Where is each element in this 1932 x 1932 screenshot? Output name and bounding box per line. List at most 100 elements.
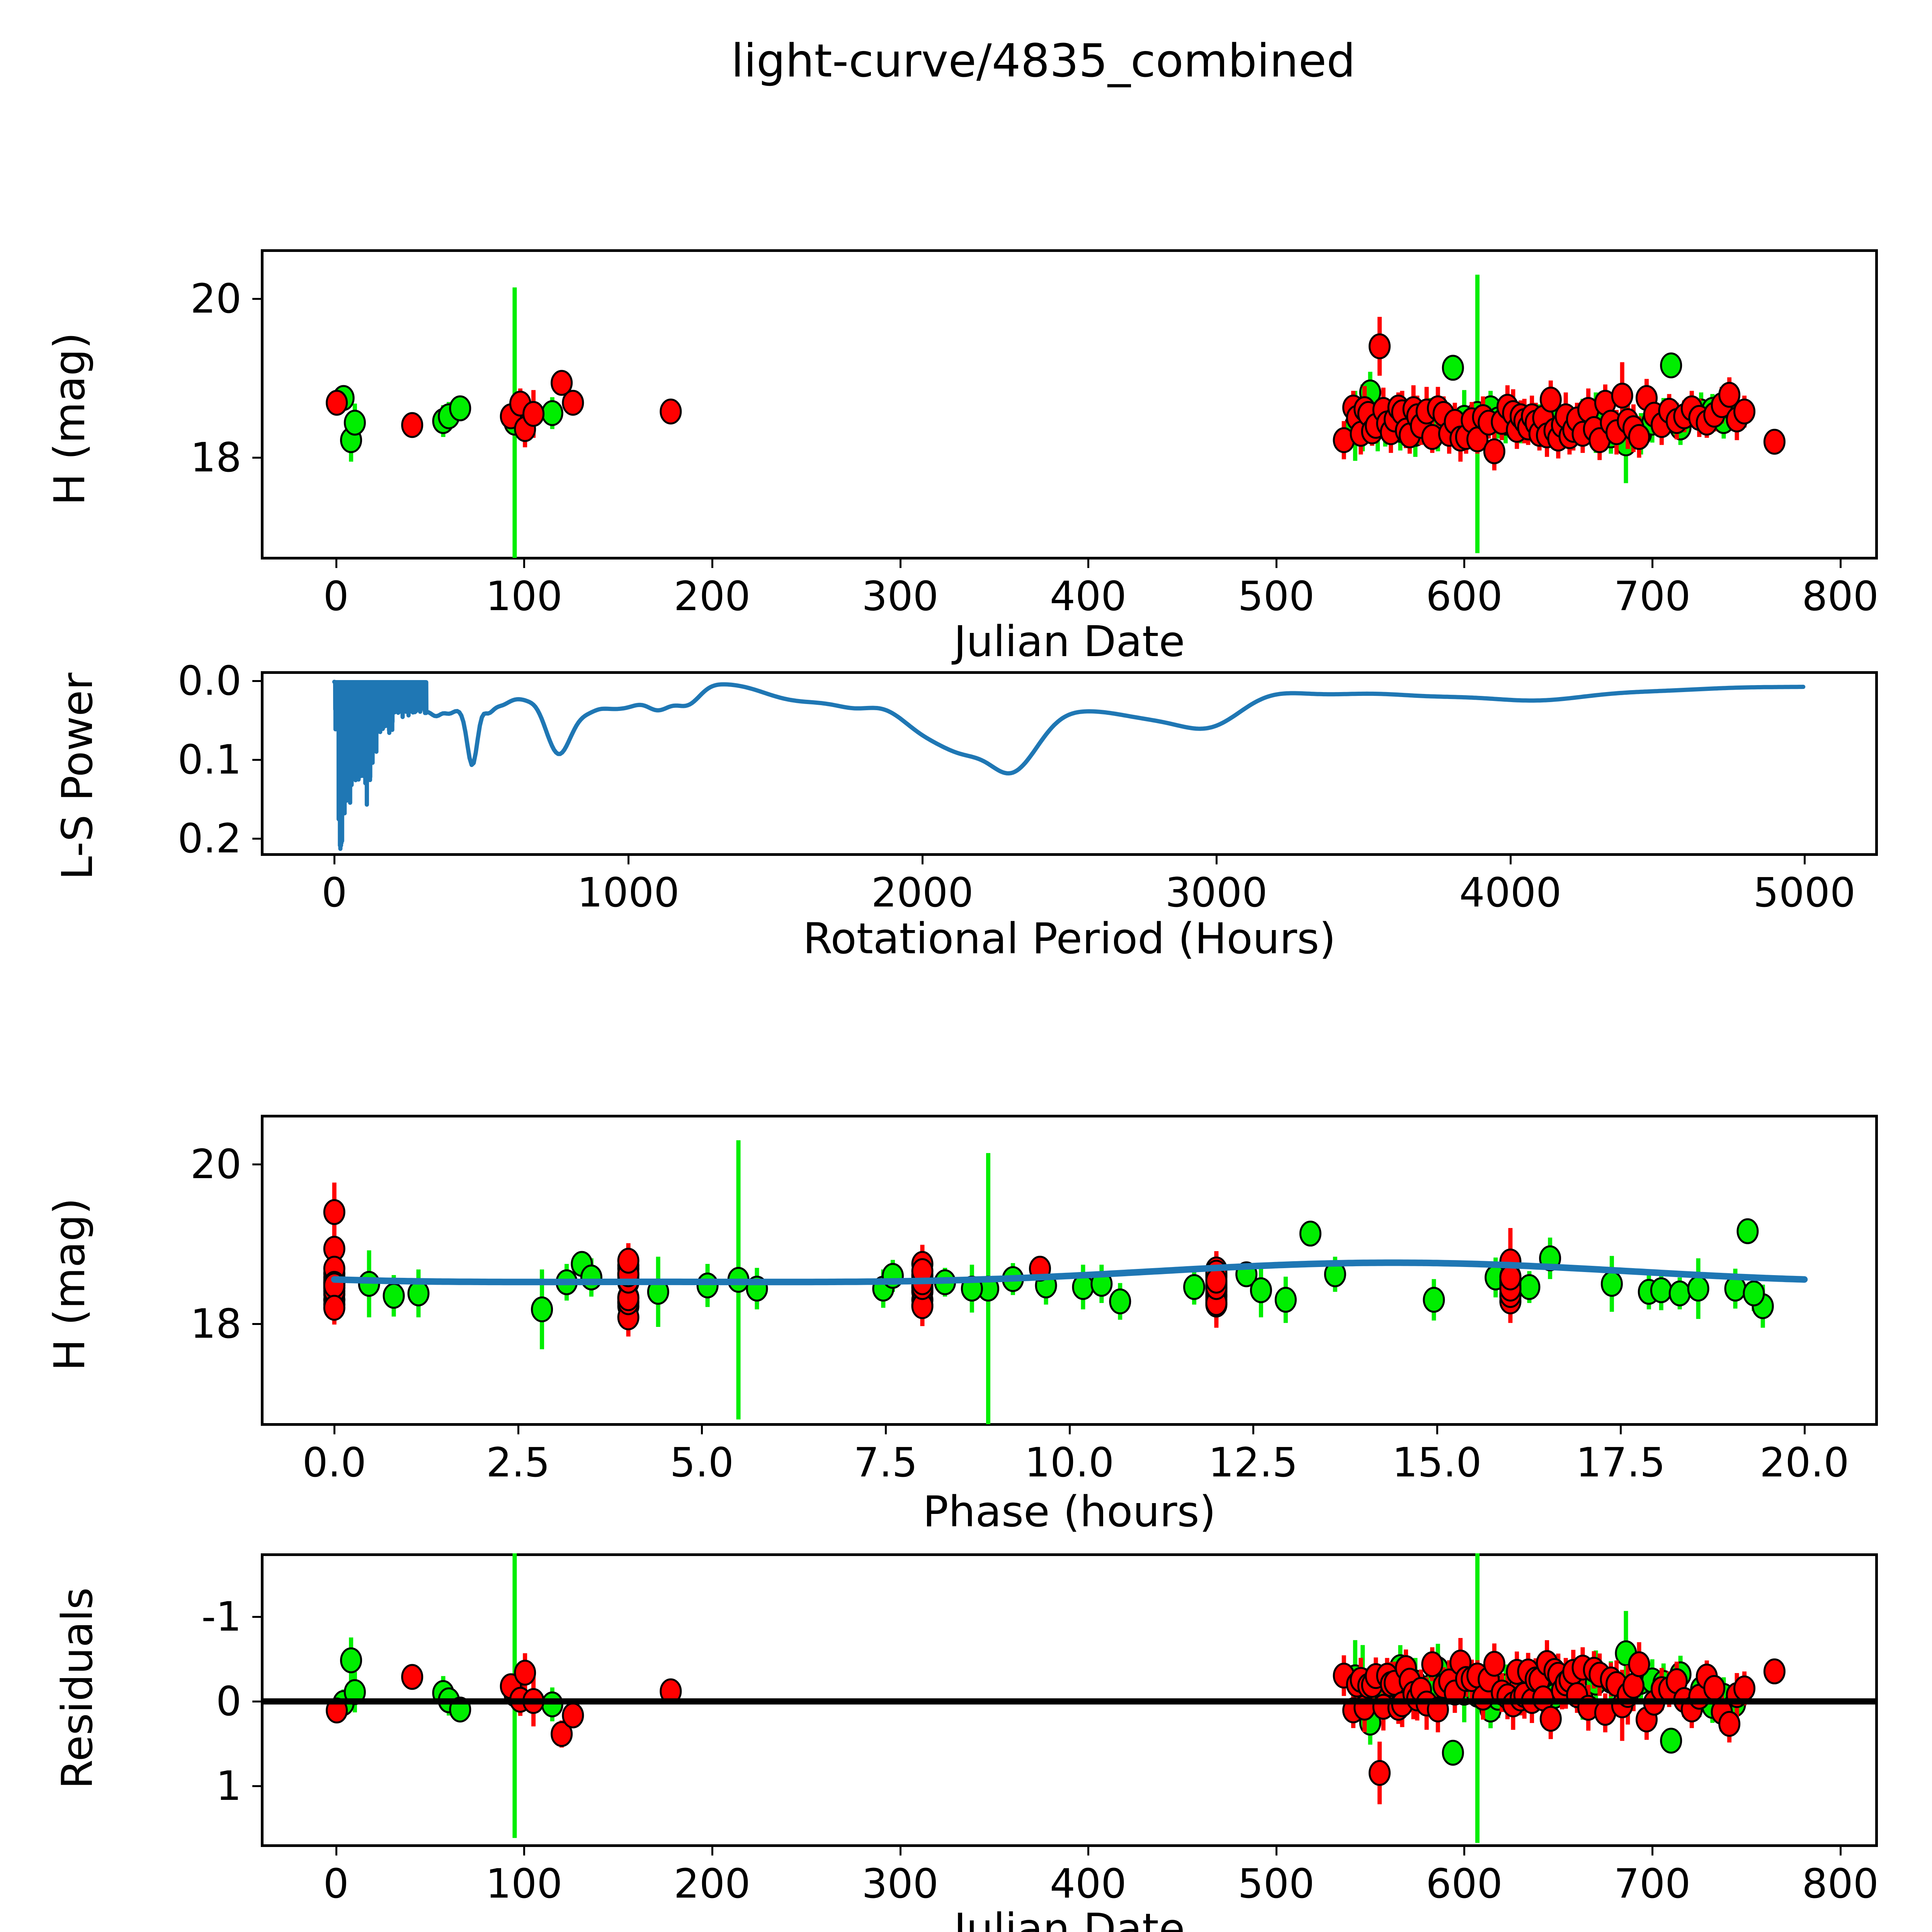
x-tick-mark [899, 1847, 901, 1855]
x-tick-label: 0 [323, 1860, 349, 1907]
figure-title: light-curve/4835_combined [731, 34, 1355, 87]
x-tick-label: 2000 [871, 869, 974, 916]
x-tick-label: 300 [862, 573, 939, 620]
x-tick-mark [1436, 1426, 1438, 1434]
x-tick-label: 15.0 [1392, 1439, 1482, 1486]
phase-folded-ylabel: H (mag) [45, 1198, 94, 1371]
panel-lightcurve [261, 249, 1878, 560]
phase-folded-xlabel: Phase (hours) [923, 1487, 1216, 1536]
x-tick-label: 200 [673, 573, 751, 620]
x-tick-label: 2.5 [486, 1439, 550, 1486]
x-tick-label: 3000 [1165, 869, 1268, 916]
x-tick-label: 400 [1049, 573, 1127, 620]
x-tick-mark [523, 560, 526, 568]
x-tick-label: 700 [1614, 1860, 1691, 1907]
x-tick-label: 300 [862, 1860, 939, 1907]
x-tick-label: 0 [323, 573, 349, 620]
y-tick-label: 20 [190, 275, 242, 322]
y-tick-mark [252, 1323, 261, 1325]
x-tick-label: 800 [1802, 573, 1879, 620]
x-tick-label: 0.0 [302, 1439, 366, 1486]
x-tick-label: 500 [1238, 1860, 1315, 1907]
x-tick-mark [1463, 1847, 1466, 1855]
x-tick-mark [1275, 560, 1277, 568]
x-tick-label: 100 [486, 1860, 563, 1907]
periodogram-plot-area [332, 680, 1806, 851]
x-tick-label: 800 [1802, 1860, 1879, 1907]
panel-residuals [261, 1553, 1878, 1847]
x-tick-mark [1839, 560, 1842, 568]
x-tick-label: 5.0 [670, 1439, 734, 1486]
x-tick-mark [711, 1847, 713, 1855]
x-tick-mark [1087, 1847, 1090, 1855]
residuals-ylabel: Residuals [53, 1587, 102, 1789]
x-tick-label: 600 [1426, 1860, 1503, 1907]
panel-periodogram [261, 671, 1878, 856]
x-tick-mark [333, 856, 336, 864]
x-tick-label: 200 [673, 1860, 751, 1907]
y-tick-label: 0.2 [177, 815, 242, 862]
y-tick-label: 18 [190, 1300, 242, 1347]
x-tick-mark [1651, 560, 1654, 568]
x-tick-mark [922, 856, 924, 864]
panel-phase-folded [261, 1115, 1878, 1426]
x-tick-mark [701, 1426, 703, 1434]
x-tick-mark [1620, 1426, 1622, 1434]
x-tick-label: 600 [1426, 573, 1503, 620]
periodogram-xlabel: Rotational Period (Hours) [803, 914, 1336, 963]
y-tick-label: 0.0 [177, 657, 242, 704]
x-tick-mark [1803, 1426, 1806, 1434]
y-tick-mark [252, 1785, 261, 1787]
y-tick-label: 18 [190, 434, 242, 481]
x-tick-mark [335, 1847, 337, 1855]
y-tick-mark [252, 457, 261, 459]
x-tick-mark [517, 1426, 519, 1434]
phase-folded-plot-area [323, 1140, 1808, 1424]
y-tick-label: 20 [190, 1140, 242, 1188]
lightcurve-xlabel: Julian Date [954, 617, 1185, 666]
y-tick-mark [252, 1163, 261, 1165]
y-tick-mark [252, 838, 261, 840]
x-tick-label: 20.0 [1759, 1439, 1849, 1486]
x-tick-mark [899, 560, 901, 568]
y-tick-mark [252, 759, 261, 761]
residuals-plot-area [261, 1553, 1878, 1843]
x-tick-label: 5000 [1753, 869, 1856, 916]
x-tick-mark [333, 1426, 336, 1434]
x-tick-mark [1509, 856, 1512, 864]
x-tick-mark [628, 856, 630, 864]
x-tick-mark [1839, 1847, 1842, 1855]
x-tick-mark [1651, 1847, 1654, 1855]
x-tick-mark [1803, 856, 1806, 864]
periodogram-ylabel: L-S Power [53, 672, 102, 880]
lightcurve-plot-area [326, 274, 1786, 558]
x-tick-mark [523, 1847, 526, 1855]
x-tick-label: 12.5 [1208, 1439, 1298, 1486]
y-tick-mark [252, 1701, 261, 1703]
x-tick-mark [1463, 560, 1466, 568]
x-tick-label: 0 [321, 869, 347, 916]
x-tick-mark [1068, 1426, 1071, 1434]
x-tick-label: 7.5 [854, 1439, 918, 1486]
x-tick-mark [1275, 1847, 1277, 1855]
residuals-xlabel: Julian Date [954, 1904, 1185, 1932]
x-tick-label: 10.0 [1024, 1439, 1114, 1486]
x-tick-mark [711, 560, 713, 568]
x-tick-label: 400 [1049, 1860, 1127, 1907]
x-tick-label: 100 [486, 573, 563, 620]
x-tick-label: 500 [1238, 573, 1315, 620]
y-tick-mark [252, 298, 261, 300]
y-tick-label: 0.1 [177, 736, 242, 783]
y-tick-label: -1 [201, 1593, 242, 1641]
y-tick-mark [252, 680, 261, 682]
y-tick-label: 1 [216, 1762, 242, 1810]
x-tick-label: 700 [1614, 573, 1691, 620]
y-tick-mark [252, 1616, 261, 1618]
x-tick-mark [1215, 856, 1218, 864]
x-tick-label: 1000 [577, 869, 680, 916]
x-tick-label: 4000 [1459, 869, 1562, 916]
y-tick-label: 0 [216, 1678, 242, 1725]
x-tick-mark [884, 1426, 887, 1434]
lightcurve-ylabel: H (mag) [45, 332, 94, 505]
